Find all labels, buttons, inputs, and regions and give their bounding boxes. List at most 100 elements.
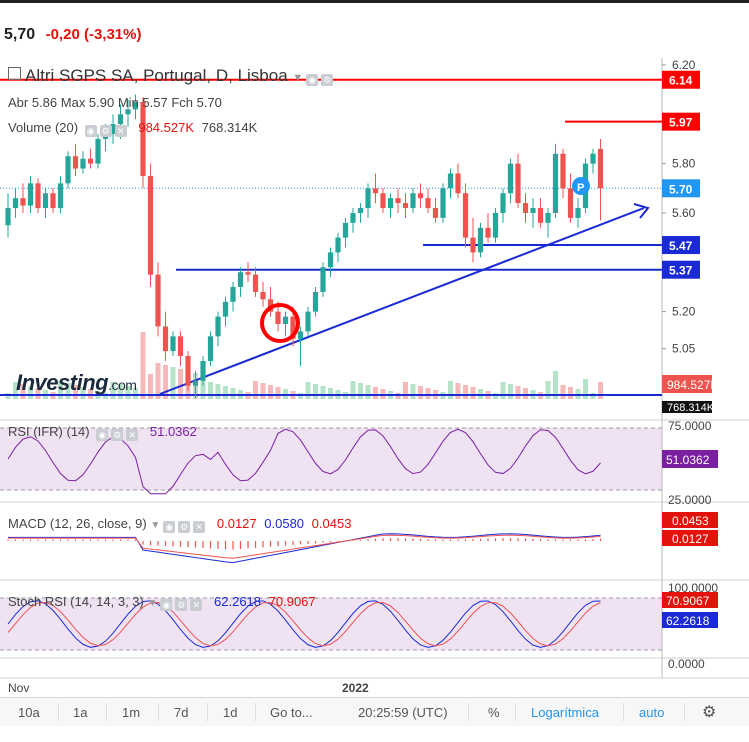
rsi-legend[interactable]: RSI (IFR) (14) ◉ ⚙ ✕ 51.0362 bbox=[8, 424, 197, 441]
volume-bar bbox=[560, 385, 566, 399]
macd-value-box bbox=[662, 530, 718, 546]
price-label-box bbox=[662, 260, 700, 279]
candle-body bbox=[320, 267, 326, 292]
candle-body bbox=[500, 193, 506, 213]
go-to-button[interactable]: Go to... bbox=[270, 705, 313, 720]
gear-icon[interactable]: ⚙ bbox=[99, 125, 112, 137]
candle-body bbox=[492, 212, 499, 238]
range-1d-button[interactable]: 1d bbox=[223, 705, 238, 720]
close-icon[interactable]: ✕ bbox=[114, 125, 127, 137]
volume-bar bbox=[118, 384, 123, 399]
stoch-legend[interactable]: Stoch RSI (14, 14, 3, 3) ▼ ◉ ⚙ ✕ 62.2618 70… bbox=[8, 594, 316, 611]
candle-body bbox=[200, 360, 206, 381]
eye-icon[interactable]: ◉ bbox=[163, 521, 176, 533]
rsi-label: RSI (IFR) (14) bbox=[8, 424, 90, 439]
close-icon[interactable]: ✕ bbox=[193, 521, 206, 533]
gear-icon[interactable]: ⚙ bbox=[178, 521, 191, 533]
auto-scale-button[interactable]: auto bbox=[639, 705, 665, 720]
candle-body bbox=[477, 227, 484, 253]
eye-icon[interactable]: ◉ bbox=[96, 429, 109, 441]
price-tick-label: 6.20 bbox=[672, 58, 696, 72]
gear-icon[interactable]: ⚙ bbox=[111, 429, 124, 441]
p-marker-label: P bbox=[577, 182, 584, 194]
caret-down-icon[interactable]: ▼ bbox=[150, 520, 161, 531]
candle-body bbox=[387, 198, 394, 209]
collapse-icon[interactable] bbox=[8, 67, 21, 80]
volume-legend[interactable]: Volume (20) ◉ ⚙ ✕ 984.527K 768.314K bbox=[8, 120, 257, 137]
candle-body bbox=[297, 331, 304, 339]
price-label-box bbox=[662, 70, 700, 89]
stoch-value-label: 70.9067 bbox=[666, 594, 710, 608]
indicator-tick-label: 100.0000 bbox=[668, 581, 718, 595]
caret-down-icon[interactable]: ▼ bbox=[147, 598, 158, 609]
price-tick-label: 5.20 bbox=[672, 305, 696, 319]
stoch-value-label: 62.2618 bbox=[666, 614, 710, 628]
price-pane bbox=[0, 58, 662, 420]
candle-body bbox=[140, 101, 146, 176]
candle-body bbox=[65, 156, 71, 184]
stoch-d-value: 70.9067 bbox=[268, 594, 316, 609]
close-icon[interactable]: ✕ bbox=[190, 599, 203, 611]
volume-bar bbox=[125, 386, 131, 399]
volume-value-1: 984.527K bbox=[138, 120, 195, 135]
volume-bar bbox=[305, 382, 311, 399]
candle-body bbox=[57, 183, 64, 209]
candle-body bbox=[312, 291, 319, 312]
eye-icon[interactable]: ◉ bbox=[306, 74, 319, 86]
macd-legend[interactable]: MACD (12, 26, close, 9) ▼ ◉ ⚙ ✕ 0.0127 0.05… bbox=[8, 516, 351, 533]
candle-body bbox=[537, 208, 544, 223]
macd-value-box bbox=[662, 512, 718, 528]
percent-button[interactable]: % bbox=[488, 705, 500, 720]
candle-body bbox=[455, 173, 461, 194]
volume-bar bbox=[170, 367, 176, 399]
log-scale-button[interactable]: Logarítmica bbox=[531, 705, 599, 720]
divider bbox=[158, 703, 159, 721]
rsi-value-label: 51.0362 bbox=[666, 453, 710, 467]
range-10a-button[interactable]: 10a bbox=[18, 705, 40, 720]
indicator-tick-label: 75.0000 bbox=[668, 419, 712, 433]
settings-gear-icon[interactable]: ⚙ bbox=[702, 704, 717, 721]
candle-body bbox=[260, 291, 266, 300]
candle-body bbox=[597, 148, 604, 189]
volume-bar bbox=[260, 383, 266, 399]
candle-body bbox=[147, 175, 154, 275]
logo-brand: Investing bbox=[16, 370, 109, 395]
candle-body bbox=[87, 158, 94, 164]
caret-down-icon[interactable]: ▼ bbox=[292, 72, 304, 84]
volume-bar bbox=[133, 388, 138, 399]
volume-bar bbox=[545, 381, 551, 399]
volume-bar bbox=[500, 382, 506, 399]
candle-body bbox=[560, 153, 566, 189]
gear-icon[interactable]: ⚙ bbox=[175, 599, 188, 611]
candle-body bbox=[155, 274, 161, 327]
gear-icon[interactable]: ⚙ bbox=[321, 74, 334, 86]
range-1a-button[interactable]: 1a bbox=[73, 705, 88, 720]
volume-bar bbox=[80, 387, 86, 399]
candle-body bbox=[305, 311, 311, 332]
eye-icon[interactable]: ◉ bbox=[84, 125, 97, 137]
volume-bar bbox=[208, 382, 213, 399]
candle-body bbox=[35, 183, 41, 209]
volume-bar bbox=[178, 369, 183, 399]
volume-bar bbox=[215, 384, 221, 399]
price-label: 5.97 bbox=[669, 116, 693, 130]
candle-body bbox=[42, 193, 49, 209]
volume-bar bbox=[275, 387, 281, 399]
price-change: -0,20 (-3,31%) bbox=[45, 26, 142, 43]
symbol-legend[interactable]: Altri SGPS SA, Portugal, D, Lisboa ▼ ◉ ⚙ bbox=[8, 66, 334, 86]
eye-icon[interactable]: ◉ bbox=[160, 599, 173, 611]
price-chart[interactable]: 6.205.805.605.205.054.9075.000025.000010… bbox=[0, 58, 749, 696]
macd-value-label: 0.0453 bbox=[672, 514, 709, 528]
candle-body bbox=[20, 198, 26, 206]
range-7d-button[interactable]: 7d bbox=[174, 705, 189, 720]
time-axis-label: 2022 bbox=[342, 681, 369, 695]
volume-bar bbox=[230, 388, 236, 399]
candle-body bbox=[50, 193, 56, 209]
candle-body bbox=[327, 252, 334, 268]
volume-bar bbox=[253, 381, 258, 399]
close-icon[interactable]: ✕ bbox=[126, 429, 139, 441]
volume-bar bbox=[410, 384, 416, 399]
candle-body bbox=[12, 198, 19, 209]
range-1m-button[interactable]: 1m bbox=[122, 705, 141, 720]
rsi-line bbox=[7, 428, 601, 495]
